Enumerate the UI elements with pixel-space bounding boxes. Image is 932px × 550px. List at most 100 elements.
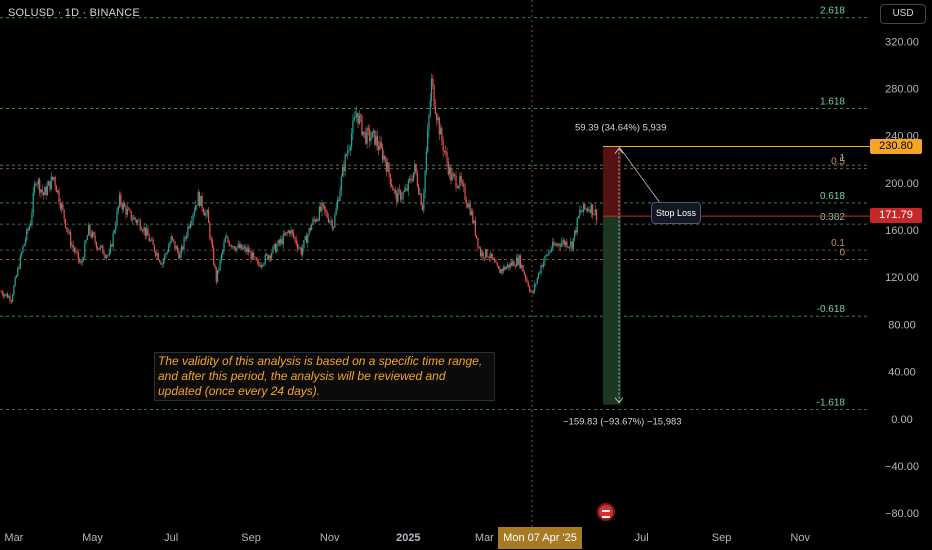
candle-body — [290, 230, 292, 235]
candle — [18, 264, 20, 270]
candle — [5, 293, 7, 297]
candle-body — [336, 200, 339, 208]
candle — [287, 229, 290, 234]
candle-body — [518, 255, 520, 265]
stop-zone[interactable] — [602, 146, 622, 217]
candle-body — [366, 128, 368, 144]
candle-body — [467, 204, 469, 208]
candle-body — [387, 162, 389, 172]
candle-body — [5, 293, 7, 295]
candle-body — [420, 193, 422, 206]
candle-body — [416, 173, 418, 186]
candle-body — [186, 236, 188, 239]
candle-body — [543, 261, 545, 267]
candle — [41, 184, 43, 196]
candle — [116, 207, 118, 227]
candle-body — [414, 163, 416, 173]
candle — [206, 208, 208, 217]
candle — [402, 190, 404, 202]
candle — [107, 254, 109, 259]
candle — [176, 244, 179, 254]
candle — [465, 196, 467, 209]
candle-body — [8, 296, 10, 298]
candle — [464, 183, 466, 202]
candle — [543, 258, 545, 270]
candle-body — [432, 78, 434, 85]
candle-body — [13, 285, 15, 296]
candle — [258, 260, 260, 268]
candle — [584, 203, 586, 211]
event-flag-icon[interactable] — [597, 503, 615, 521]
candle-body — [142, 229, 144, 232]
candle-body — [231, 245, 233, 248]
stop-loss-label[interactable]: Stop Loss — [651, 202, 701, 224]
candle — [389, 173, 391, 189]
candle-body — [148, 235, 150, 242]
candle-body — [32, 192, 34, 213]
candle-body — [320, 206, 322, 212]
candle-body — [209, 223, 211, 239]
candle — [55, 184, 58, 193]
candle — [361, 114, 363, 137]
candle — [62, 200, 64, 212]
candle — [259, 261, 261, 268]
candle-body — [59, 202, 61, 209]
candle — [429, 93, 431, 118]
candle — [445, 145, 447, 157]
candle-body — [369, 129, 371, 142]
candle — [295, 235, 297, 247]
candle — [276, 242, 278, 254]
candle-body — [472, 211, 474, 223]
candle — [186, 232, 188, 241]
candle-body — [41, 189, 43, 193]
candle-body — [182, 246, 184, 250]
candle — [253, 251, 255, 260]
candle — [477, 237, 479, 252]
candle — [340, 173, 342, 197]
candle-body — [531, 291, 533, 293]
candle — [256, 257, 259, 266]
fib-level-label: 1 — [839, 153, 845, 164]
candle-body — [322, 202, 324, 206]
candle-body — [392, 186, 394, 191]
candle-body — [169, 242, 171, 247]
candle-body — [122, 203, 125, 210]
candle-body — [552, 241, 554, 249]
candle-body — [197, 192, 199, 206]
candle — [1, 290, 3, 296]
candle — [161, 262, 163, 268]
candle-body — [438, 117, 440, 135]
candle-body — [255, 257, 257, 261]
candle-body — [497, 266, 500, 269]
candle — [541, 264, 543, 268]
candle — [233, 245, 235, 250]
candle-body — [378, 145, 380, 150]
candle — [184, 235, 186, 242]
candle-body — [286, 232, 288, 234]
short-position-tool[interactable]: 59.39 (34.64%) 5,939 −159.83 (−93.67%) −1… — [563, 123, 870, 428]
candle-body — [139, 220, 141, 230]
target-zone[interactable] — [602, 216, 622, 405]
fib-level-label: 2.618 — [820, 6, 845, 17]
currency-button[interactable]: USD — [880, 4, 926, 24]
candle-body — [228, 241, 230, 246]
candle-body — [124, 203, 126, 207]
candle — [353, 111, 355, 123]
candle — [160, 260, 162, 265]
candle-body — [549, 251, 551, 253]
entry-price-tag: 171.79 — [870, 208, 922, 224]
candle — [526, 276, 528, 283]
candle-body — [383, 155, 385, 160]
candle — [262, 264, 264, 268]
y-tick-label: −80.00 — [885, 508, 919, 520]
candle-body — [534, 283, 536, 292]
candle-body — [303, 239, 305, 249]
candle — [6, 291, 9, 299]
candle — [129, 207, 131, 213]
candle-body — [28, 225, 30, 230]
candle-body — [590, 204, 592, 213]
candle — [40, 189, 42, 199]
candle — [567, 246, 569, 249]
candle-body — [436, 113, 438, 121]
